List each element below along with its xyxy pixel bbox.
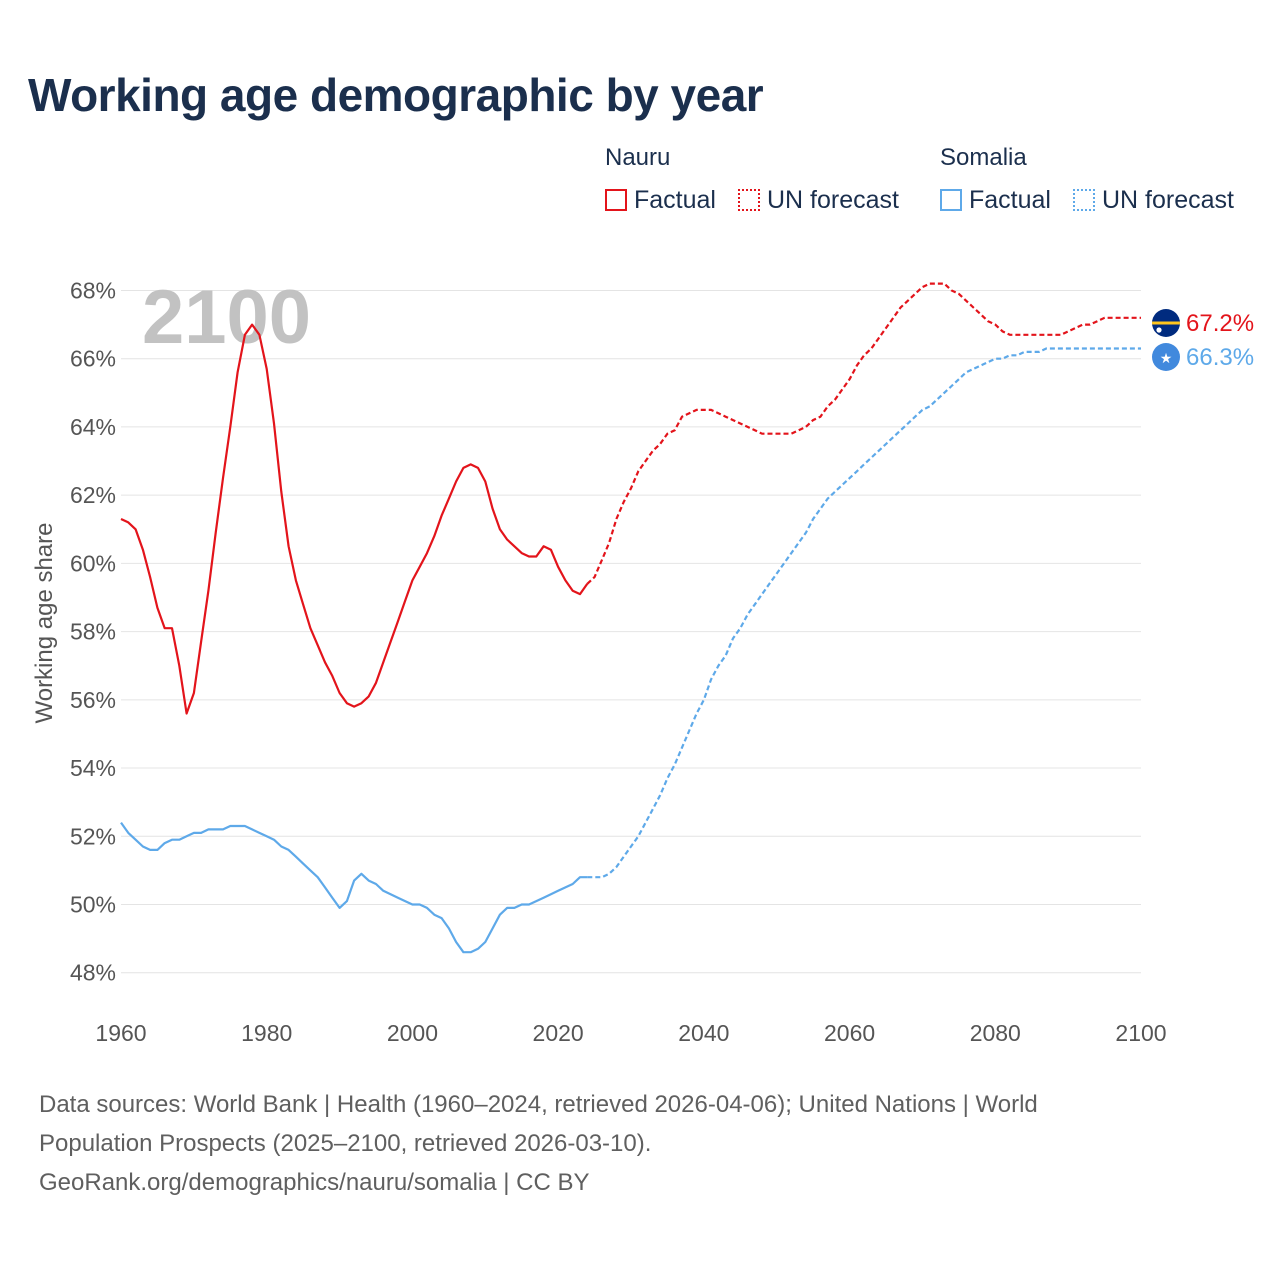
- y-tick-label: 52%: [70, 823, 116, 849]
- somalia-end-value: 66.3%: [1186, 344, 1254, 371]
- x-tick-label: 2020: [533, 1020, 584, 1046]
- y-tick-label: 54%: [70, 755, 116, 781]
- nauru-end-value: 67.2%: [1186, 310, 1254, 337]
- x-tick-label: 1960: [95, 1020, 146, 1046]
- star-icon: ★: [1160, 351, 1173, 367]
- x-axis: 1960 1980 2000 2020 2040 2060 2080 2100: [95, 1020, 1166, 1046]
- line-chart: 2100 48% 50% 52% 54% 56% 58% 60% 62% 64% 66% 68% 1…: [31, 275, 1254, 1046]
- grid-lines: [121, 289, 1141, 974]
- legend-somalia-title: Somalia: [940, 144, 1027, 171]
- nauru-factual-line[interactable]: [120, 323, 589, 715]
- x-tick-label: 2080: [970, 1020, 1021, 1046]
- y-axis: 48% 50% 52% 54% 56% 58% 60% 62% 64% 66% 68%: [70, 277, 116, 985]
- legend-nauru-title: Nauru: [605, 144, 671, 171]
- legend-label: UN forecast: [1102, 185, 1234, 214]
- y-tick-label: 64%: [70, 414, 116, 440]
- y-tick-label: 56%: [70, 687, 116, 713]
- legend-swatch-dotted: [738, 189, 760, 211]
- chart-title: Working age demographic by year: [28, 69, 764, 121]
- legend-somalia-forecast[interactable]: UN forecast: [1073, 185, 1234, 215]
- x-tick-label: 2100: [1115, 1020, 1166, 1046]
- series-layer: [120, 282, 1141, 954]
- footer-line[interactable]: GeoRank.org/demographics/nauru/somalia |…: [39, 1169, 590, 1196]
- x-tick-label: 2000: [387, 1020, 438, 1046]
- legend-nauru-forecast[interactable]: UN forecast: [738, 185, 899, 215]
- y-tick-label: 68%: [70, 277, 116, 303]
- y-axis-label: Working age share: [31, 523, 58, 724]
- x-tick-label: 2060: [824, 1020, 875, 1046]
- footer-sources: Data sources: World Bank | Health (1960–…: [39, 1085, 1219, 1202]
- x-tick-label: 1980: [241, 1020, 292, 1046]
- y-tick-label: 50%: [70, 891, 116, 917]
- legend-label: Factual: [634, 185, 716, 214]
- nauru-flag-icon: [1151, 308, 1181, 338]
- legend-nauru-factual[interactable]: Factual: [605, 185, 716, 215]
- year-overlay: 2100: [142, 275, 311, 360]
- x-tick-label: 2040: [678, 1020, 729, 1046]
- y-tick-label: 62%: [70, 482, 116, 508]
- y-tick-label: 60%: [70, 550, 116, 576]
- footer-line: Data sources: World Bank | Health (1960–…: [39, 1091, 1038, 1118]
- legend-swatch-solid: [940, 189, 962, 211]
- y-tick-label: 66%: [70, 346, 116, 372]
- nauru-forecast-line[interactable]: [586, 282, 1141, 585]
- somalia-forecast-line[interactable]: [587, 347, 1141, 879]
- y-tick-label: 58%: [70, 619, 116, 645]
- footer-line: Population Prospects (2025–2100, retriev…: [39, 1130, 652, 1157]
- legend-swatch-dotted: [1073, 189, 1095, 211]
- legend-somalia-factual[interactable]: Factual: [940, 185, 1051, 215]
- legend-swatch-solid: [605, 189, 627, 211]
- somalia-factual-line[interactable]: [120, 821, 588, 954]
- legend-label: Factual: [969, 185, 1051, 214]
- legend-label: UN forecast: [767, 185, 899, 214]
- y-tick-label: 48%: [70, 960, 116, 986]
- somalia-flag-icon: ★: [1151, 342, 1181, 372]
